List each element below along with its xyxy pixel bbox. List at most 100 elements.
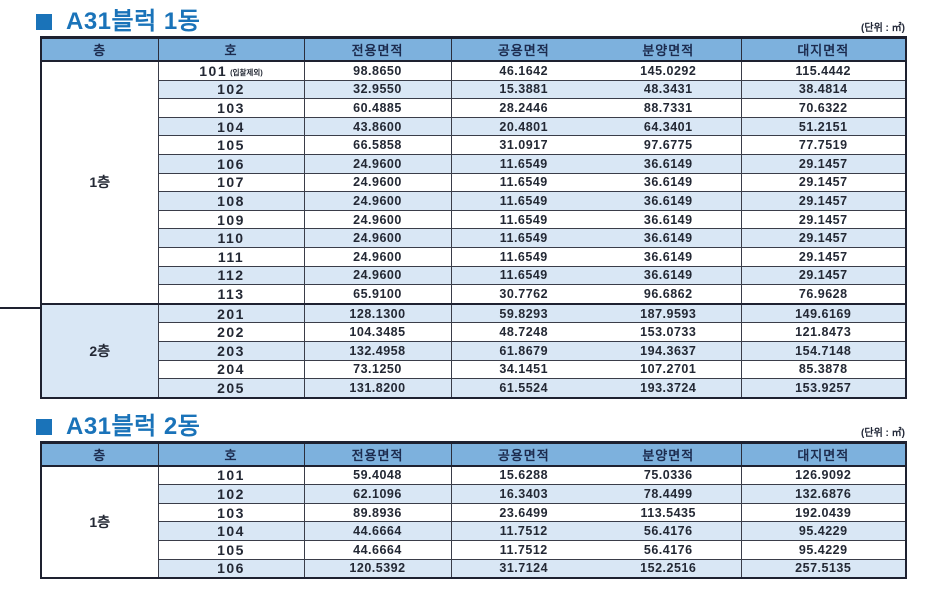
unit-number: 110	[217, 230, 245, 247]
col-header-1: 층	[40, 440, 159, 467]
value-cell: 193.3724	[596, 378, 742, 399]
value-cell: 29.1457	[740, 172, 907, 193]
table-row: 112 24.9600 11.6549 36.6149 29.1457	[41, 265, 907, 286]
unit-cell: 106	[157, 153, 305, 174]
unit-number: 104	[217, 118, 245, 135]
value-cell: 60.4885	[303, 98, 452, 118]
value-cell: 75.0336	[596, 465, 742, 486]
unit-number: 106	[217, 155, 245, 172]
unit-cell: 109	[157, 209, 305, 230]
unit-cell: 202	[157, 322, 305, 342]
square-bullet-icon	[36, 14, 52, 30]
value-cell: 48.3431	[596, 79, 742, 100]
value-cell: 126.9092	[740, 465, 907, 486]
value-cell: 89.8936	[303, 502, 452, 523]
value-cell: 120.5392	[303, 558, 452, 579]
table-row: 106 24.9600 11.6549 36.6149 29.1457	[41, 153, 907, 174]
value-cell: 70.6322	[740, 98, 907, 118]
unit-number: 108	[217, 192, 245, 209]
unit-number: 203	[217, 342, 245, 359]
col-header-3: 전용면적	[303, 36, 452, 62]
floor-cell: 1층	[40, 465, 159, 579]
value-cell: 15.3881	[450, 79, 596, 100]
table-row: 105 66.5858 31.0917 97.6775 77.7519	[41, 135, 907, 155]
floor-separator-overhang	[0, 307, 42, 309]
value-cell: 11.6549	[450, 153, 596, 174]
value-cell: 44.6664	[303, 540, 452, 560]
area-table-block2: 층 호 전용면적 공용면적 분양면적 대지면적 1층 101 59.4048 15.6288 75.…	[40, 440, 907, 580]
unit-cell: 102	[157, 484, 305, 504]
value-cell: 24.9600	[303, 172, 452, 193]
value-cell: 11.6549	[450, 191, 596, 211]
table-row: 204 73.1250 34.1451 107.2701 85.3878	[41, 359, 907, 380]
value-cell: 11.6549	[450, 172, 596, 193]
unit-cell: 102	[157, 79, 305, 100]
col-header-2: 호	[157, 440, 305, 467]
value-cell: 11.6549	[450, 265, 596, 286]
block2-title: A31블럭 2동	[66, 412, 201, 440]
unit-cell: 103	[157, 502, 305, 523]
table-row: 205 131.8200 61.5524 193.3724 153.9257	[41, 378, 907, 399]
value-cell: 11.7512	[450, 540, 596, 560]
value-cell: 153.0733	[596, 322, 742, 342]
unit-number: 109	[217, 211, 245, 228]
value-cell: 104.3485	[303, 322, 452, 342]
value-cell: 36.6149	[596, 153, 742, 174]
value-cell: 31.0917	[450, 135, 596, 155]
unit-cell: 110	[157, 228, 305, 248]
unit-cell: 104	[157, 116, 305, 137]
value-cell: 61.5524	[450, 378, 596, 399]
unit-cell: 105	[157, 135, 305, 155]
value-cell: 64.3401	[596, 116, 742, 137]
value-cell: 11.6549	[450, 246, 596, 267]
value-cell: 194.3637	[596, 340, 742, 361]
table-row: 103 89.8936 23.6499 113.5435 192.0439	[41, 502, 907, 523]
value-cell: 128.1300	[303, 302, 452, 324]
value-cell: 29.1457	[740, 153, 907, 174]
value-cell: 34.1451	[450, 359, 596, 380]
value-cell: 16.3403	[450, 484, 596, 504]
col-header-4: 공용면적	[450, 440, 596, 467]
header-row: 층 호 전용면적 공용면적 분양면적 대지면적	[40, 36, 907, 62]
value-cell: 36.6149	[596, 228, 742, 248]
unit-cell: 108	[157, 191, 305, 211]
unit-cell: 107	[157, 172, 305, 193]
unit-cell: 205	[157, 378, 305, 399]
value-cell: 95.4229	[740, 540, 907, 560]
unit-label: (단위 : ㎡)	[861, 23, 905, 34]
value-cell: 77.7519	[740, 135, 907, 155]
value-cell: 56.4176	[596, 540, 742, 560]
table-row: 113 65.9100 30.7762 96.6862 76.9628	[41, 284, 907, 305]
value-cell: 30.7762	[450, 284, 596, 305]
value-cell: 96.6862	[596, 284, 742, 305]
value-cell: 257.5135	[740, 558, 907, 579]
value-cell: 15.6288	[450, 465, 596, 486]
section-header-block1: A31블럭 1동 (단위 : ㎡)	[36, 7, 905, 35]
unit-cell: 101 (입찰제외)	[157, 60, 305, 81]
table-row: 102 62.1096 16.3403 78.4499 132.6876	[41, 484, 907, 504]
unit-number: 202	[217, 324, 245, 341]
value-cell: 66.5858	[303, 135, 452, 155]
value-cell: 28.2446	[450, 98, 596, 118]
unit-cell: 203	[157, 340, 305, 361]
unit-number: 103	[217, 504, 245, 521]
value-cell: 36.6149	[596, 172, 742, 193]
value-cell: 29.1457	[740, 228, 907, 248]
value-cell: 73.1250	[303, 359, 452, 380]
unit-number: 101	[217, 467, 245, 484]
value-cell: 121.8473	[740, 322, 907, 342]
value-cell: 132.6876	[740, 484, 907, 504]
unit-cell: 103	[157, 98, 305, 118]
unit-note: (입찰제외)	[230, 67, 263, 77]
unit-cell: 104	[157, 521, 305, 542]
unit-cell: 201	[157, 302, 305, 324]
table-row: 105 44.6664 11.7512 56.4176 95.4229	[41, 540, 907, 560]
value-cell: 11.6549	[450, 209, 596, 230]
col-header-5: 분양면적	[596, 36, 742, 62]
value-cell: 48.7248	[450, 322, 596, 342]
value-cell: 78.4499	[596, 484, 742, 504]
unit-number: 204	[217, 361, 245, 378]
value-cell: 107.2701	[596, 359, 742, 380]
table-row: 202 104.3485 48.7248 153.0733 121.8473	[41, 322, 907, 342]
value-cell: 98.8650	[303, 60, 452, 81]
